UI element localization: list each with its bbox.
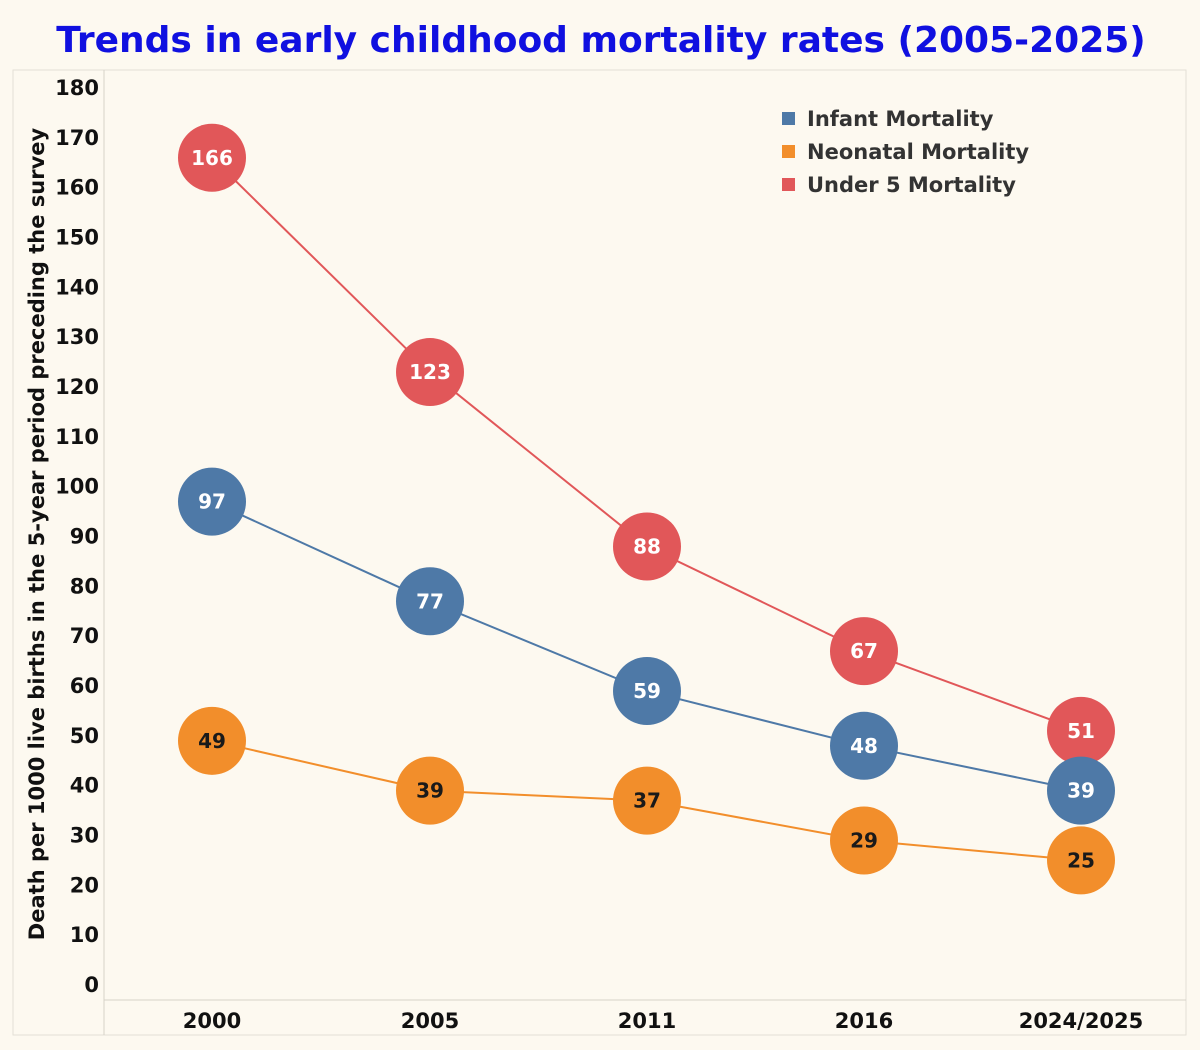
data-point-marker xyxy=(1047,826,1115,895)
legend-swatch xyxy=(782,112,795,125)
series-lines xyxy=(211,157,1082,862)
y-axis-label: Death per 1000 live births in the 5-year… xyxy=(25,127,49,940)
legend-label: Under 5 Mortality xyxy=(807,173,1016,197)
plot-frame xyxy=(12,69,1187,1036)
legend: Infant Mortality Neonatal Mortality Under … xyxy=(782,107,1029,197)
data-point-marker xyxy=(178,467,246,536)
data-point-label: 67 xyxy=(850,639,878,663)
y-tick-label: 50 xyxy=(70,724,99,748)
y-tick-label: 80 xyxy=(70,574,99,598)
data-point-marker xyxy=(178,123,246,192)
y-tick-label: 120 xyxy=(55,375,99,399)
legend-swatch xyxy=(782,178,795,191)
y-tick-label: 130 xyxy=(55,325,99,349)
y-tick-label: 100 xyxy=(55,475,99,499)
x-axis-ticks: 2000 2005 2011 2016 2024/2025 xyxy=(183,1009,1144,1033)
y-tick-label: 40 xyxy=(70,774,99,798)
y-tick-label: 70 xyxy=(70,624,99,648)
data-point-label: 29 xyxy=(850,828,878,852)
x-tick-label: 2011 xyxy=(618,1009,676,1033)
data-point-label: 123 xyxy=(409,360,451,384)
y-tick-label: 30 xyxy=(70,824,99,848)
data-point-label: 97 xyxy=(198,490,226,514)
x-tick-label: 2000 xyxy=(183,1009,241,1033)
series-line-under-5-mortality xyxy=(211,157,1082,732)
data-point-label: 49 xyxy=(198,729,226,753)
data-point-label: 39 xyxy=(1067,779,1095,803)
data-point-label: 25 xyxy=(1067,848,1095,872)
data-point-marker xyxy=(396,567,464,636)
data-point-label: 166 xyxy=(191,146,233,170)
y-tick-label: 110 xyxy=(55,425,99,449)
data-point-marker xyxy=(1047,696,1115,765)
y-tick-label: 60 xyxy=(70,674,99,698)
y-tick-label: 90 xyxy=(70,525,99,549)
y-tick-label: 20 xyxy=(70,873,99,897)
legend-label: Neonatal Mortality xyxy=(807,140,1029,164)
y-tick-label: 10 xyxy=(70,923,99,947)
x-tick-label: 2024/2025 xyxy=(1019,1009,1144,1033)
legend-swatch xyxy=(782,145,795,158)
data-point-marker xyxy=(396,756,464,825)
data-point-label: 77 xyxy=(416,589,444,613)
data-point-marker xyxy=(178,706,246,775)
data-point-label: 51 xyxy=(1067,719,1095,743)
y-tick-label: 150 xyxy=(55,226,99,250)
legend-label: Infant Mortality xyxy=(807,107,994,131)
data-point-label: 39 xyxy=(416,779,444,803)
data-point-marker xyxy=(613,656,681,725)
data-point-marker xyxy=(613,512,681,581)
x-tick-label: 2005 xyxy=(401,1009,459,1033)
y-tick-label: 160 xyxy=(55,176,99,200)
x-tick-label: 2016 xyxy=(835,1009,893,1033)
y-tick-label: 0 xyxy=(84,973,99,997)
data-point-marker xyxy=(830,806,898,875)
data-point-marker xyxy=(830,617,898,686)
data-point-marker xyxy=(613,766,681,835)
data-point-marker xyxy=(830,711,898,780)
data-point-marker xyxy=(396,338,464,407)
data-point-label: 59 xyxy=(633,679,661,703)
chart-title: Trends in early childhood mortality rate… xyxy=(56,20,1146,61)
series-points: 49 39 37 29 25 166 123 88 67 51 97 77 59 48 39 xyxy=(178,123,1115,895)
y-tick-label: 170 xyxy=(55,126,99,150)
data-point-label: 88 xyxy=(633,534,661,558)
data-point-label: 37 xyxy=(633,789,661,813)
y-tick-label: 140 xyxy=(55,275,99,299)
data-point-label: 48 xyxy=(850,734,878,758)
y-tick-label: 180 xyxy=(55,76,99,100)
data-point-marker xyxy=(1047,756,1115,825)
y-axis-ticks: 0 10 20 30 40 50 60 70 80 90 100 110 120 130 140 150 160… xyxy=(55,76,99,997)
